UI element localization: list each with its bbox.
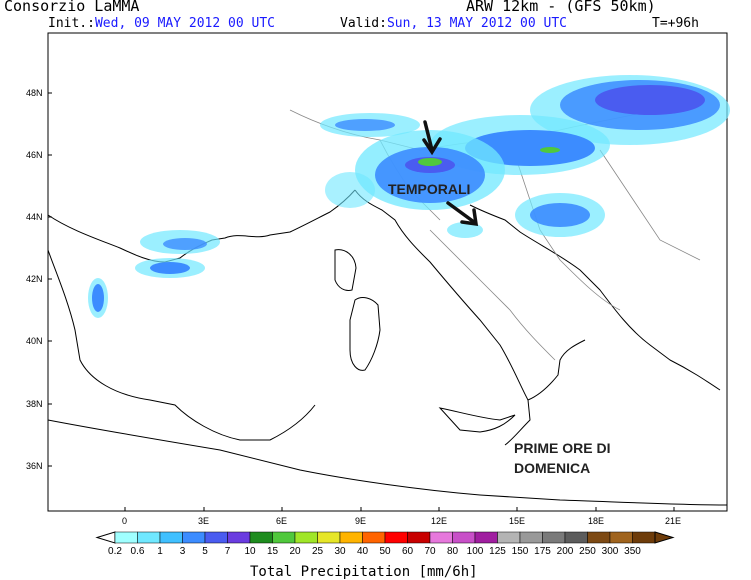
colorbar-level-label: 1 xyxy=(157,546,163,557)
colorbar-swatch xyxy=(632,531,656,544)
colorbar-swatch xyxy=(452,531,476,544)
colorbar-level-label: 20 xyxy=(289,546,301,557)
init-time: Init.:Wed, 09 MAY 2012 00 UTC xyxy=(48,16,275,31)
colorbar-swatch xyxy=(249,531,273,544)
lat-label: 48N xyxy=(26,88,43,98)
timing-annotation-line2: DOMENICA xyxy=(514,460,590,476)
colorbar-level-label: 7 xyxy=(225,546,231,557)
precip-area xyxy=(325,172,375,208)
storm-annotation: TEMPORALI xyxy=(388,181,470,197)
colorbar-level-label: 30 xyxy=(334,546,346,557)
colorbar-swatch xyxy=(497,531,521,544)
lat-label: 44N xyxy=(26,212,43,222)
colorbar-swatch xyxy=(542,531,566,544)
lat-label: 38N xyxy=(26,399,43,409)
lat-label: 42N xyxy=(26,274,43,284)
colorbar-swatch xyxy=(114,531,138,544)
axis-ticks xyxy=(48,92,675,511)
precip-area xyxy=(335,119,395,131)
init-label: Init.: xyxy=(48,16,95,31)
colorbar-level-label: 10 xyxy=(244,546,256,557)
colorbar-title: Total Precipitation [mm/6h] xyxy=(250,564,478,580)
colorbar-swatch xyxy=(339,531,363,544)
colorbar-level-label: 15 xyxy=(267,546,279,557)
colorbar-level-label: 150 xyxy=(512,546,529,557)
model-title: ARW 12km - (GFS 50km) xyxy=(466,0,656,15)
colorbar-level-label: 125 xyxy=(489,546,506,557)
forecast-step: T=+96h xyxy=(652,16,699,31)
precip-area xyxy=(418,158,442,166)
colorbar-swatch xyxy=(384,531,408,544)
colorbar-level-label: 5 xyxy=(202,546,208,557)
colorbar-swatch xyxy=(564,531,588,544)
colorbar-swatch xyxy=(227,531,251,544)
colorbar-level-label: 50 xyxy=(379,546,391,557)
colorbar-under-arrow xyxy=(95,531,116,544)
precip-area xyxy=(375,147,485,203)
precip-area xyxy=(530,203,590,227)
colorbar-level-label: 0.6 xyxy=(131,546,145,557)
lat-label: 40N xyxy=(26,336,43,346)
lon-label: 3E xyxy=(198,516,209,526)
precip-area xyxy=(595,85,705,115)
colorbar-swatch xyxy=(362,531,386,544)
arrow-icon xyxy=(422,120,442,156)
colorbar-swatch xyxy=(272,531,296,544)
colorbar-over-arrow xyxy=(654,531,675,544)
lat-label: 46N xyxy=(26,150,43,160)
lon-label: 6E xyxy=(276,516,287,526)
colorbar-swatch xyxy=(474,531,498,544)
colorbar-swatch xyxy=(294,531,318,544)
colorbar-level-label: 40 xyxy=(357,546,369,557)
colorbar-level-label: 300 xyxy=(602,546,619,557)
lon-label: 12E xyxy=(431,516,447,526)
org-title: Consorzio LaMMA xyxy=(4,0,140,15)
colorbar-swatch xyxy=(182,531,206,544)
precipitation-colorbar: 0.2 0.6 1 3 5 7 10 15 20 25 30 40 50 60 70 80 100 125 150 1… xyxy=(95,531,675,557)
colorbar-level-label: 60 xyxy=(402,546,414,557)
colorbar-swatch xyxy=(587,531,611,544)
lon-label: 21E xyxy=(665,516,681,526)
lon-label: 15E xyxy=(509,516,525,526)
timing-annotation-line1: PRIME ORE DI xyxy=(514,440,610,456)
valid-label: Valid: xyxy=(340,16,387,31)
colorbar-swatch xyxy=(429,531,453,544)
precip-area xyxy=(447,222,483,238)
lon-label: 9E xyxy=(355,516,366,526)
precip-area xyxy=(150,262,190,274)
colorbar-swatch xyxy=(137,531,161,544)
lon-label: 0 xyxy=(122,516,127,526)
lat-label: 36N xyxy=(26,461,43,471)
arrow-icon xyxy=(446,201,479,227)
colorbar-level-label: 70 xyxy=(424,546,436,557)
precipitation-field xyxy=(88,75,730,318)
colorbar-level-label: 100 xyxy=(467,546,484,557)
precip-area xyxy=(163,238,207,250)
lon-label: 18E xyxy=(588,516,604,526)
precip-area xyxy=(92,284,104,312)
colorbar-level-label: 80 xyxy=(447,546,459,557)
valid-value: Sun, 13 MAY 2012 00 UTC xyxy=(386,16,567,31)
valid-time: Valid:Sun, 13 MAY 2012 00 UTC xyxy=(340,16,567,31)
init-value: Wed, 09 MAY 2012 00 UTC xyxy=(94,16,275,31)
colorbar-level-label: 350 xyxy=(624,546,641,557)
colorbar-level-label: 3 xyxy=(180,546,186,557)
colorbar-swatch xyxy=(204,531,228,544)
colorbar-level-label: 175 xyxy=(534,546,551,557)
colorbar-level-label: 250 xyxy=(579,546,596,557)
colorbar-level-label: 0.2 xyxy=(108,546,122,557)
precip-area xyxy=(540,147,560,153)
colorbar-swatch xyxy=(609,531,633,544)
colorbar-swatch xyxy=(317,531,341,544)
colorbar-swatch xyxy=(407,531,431,544)
colorbar-swatch xyxy=(519,531,543,544)
colorbar-swatch xyxy=(159,531,183,544)
colorbar-level-label: 25 xyxy=(312,546,324,557)
colorbar-level-label: 200 xyxy=(557,546,574,557)
